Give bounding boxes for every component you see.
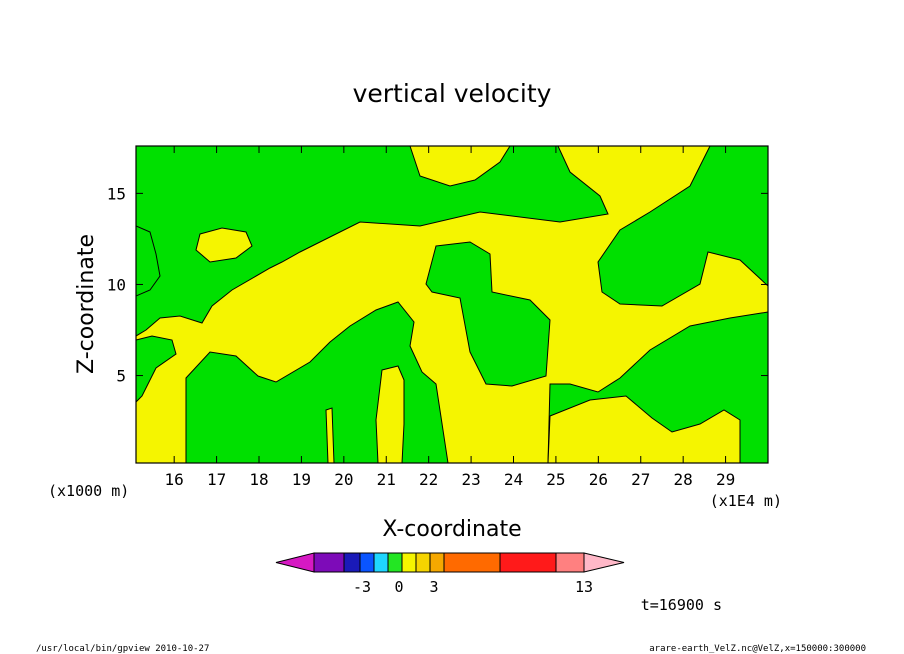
x-tick-label: 17 — [207, 470, 226, 489]
y-tick-label: 10 — [107, 275, 126, 294]
x-tick-label: 18 — [249, 470, 268, 489]
colorbar-arrow-low — [275, 552, 315, 573]
colorbar-tick-label: 13 — [575, 578, 593, 596]
time-label: t=16900 s — [641, 596, 722, 614]
colorbar-swatch — [443, 552, 501, 573]
colorbar-swatch — [313, 552, 345, 573]
x-unit-right: (x1E4 m) — [710, 492, 782, 510]
colorbar-swatch — [359, 552, 375, 573]
x-tick-label: 22 — [419, 470, 438, 489]
colorbar-swatch — [555, 552, 585, 573]
colorbar-swatch — [499, 552, 557, 573]
x-tick-label: 20 — [334, 470, 353, 489]
x-tick-label: 28 — [674, 470, 693, 489]
x-tick-label: 26 — [589, 470, 608, 489]
colorbar-tick-label: -3 — [353, 578, 371, 596]
colorbar-tick-label: 3 — [429, 578, 438, 596]
colorbar: -3 0 3 13 — [275, 552, 625, 596]
x-axis: 16 17 18 19 20 21 22 23 24 25 26 27 28 29 — [165, 146, 735, 489]
x-tick-label: 29 — [716, 470, 735, 489]
colorbar-arrow-high — [583, 552, 625, 573]
colorbar-swatch — [415, 552, 431, 573]
negative-region-top-right — [597, 146, 768, 307]
colorbar-swatch — [373, 552, 389, 573]
y-axis: 5 10 15 — [107, 184, 768, 386]
y-axis-label: Z-coordinate — [74, 234, 99, 374]
plot-frame — [135, 145, 769, 464]
positive-island-left — [195, 227, 253, 263]
y-tick-label: 15 — [107, 184, 126, 203]
colorbar-swatch — [401, 552, 417, 573]
colorbar-swatch — [387, 552, 403, 573]
contour-field — [136, 146, 768, 463]
x-unit-left: (x1000 m) — [48, 482, 129, 500]
negative-region-left-lower — [136, 335, 177, 403]
x-axis-label: X-coordinate — [382, 517, 521, 542]
y-tick-label: 5 — [116, 367, 126, 386]
footer-left: /usr/local/bin/gpview 2010-10-27 — [36, 644, 209, 654]
colorbar-swatch — [429, 552, 445, 573]
chart-title: vertical velocity — [353, 79, 552, 108]
negative-region-top-left — [136, 146, 609, 337]
x-tick-label: 23 — [461, 470, 480, 489]
negative-region-left-edge — [136, 225, 161, 297]
colorbar-swatch — [343, 552, 361, 573]
x-tick-label: 27 — [631, 470, 650, 489]
footer-right: arare-earth_VelZ.nc@VelZ,x=150000:300000 — [649, 644, 866, 654]
negative-region-center — [425, 241, 551, 387]
x-tick-label: 24 — [504, 470, 523, 489]
positive-island-bottom-1 — [375, 365, 405, 463]
x-tick-label: 19 — [292, 470, 311, 489]
positive-island-bottom-2 — [325, 407, 335, 463]
x-tick-label: 21 — [377, 470, 396, 489]
x-tick-label: 16 — [165, 470, 184, 489]
colorbar-tick-label: 0 — [394, 578, 403, 596]
x-tick-label: 25 — [546, 470, 565, 489]
positive-island-bottom-3 — [547, 395, 741, 463]
